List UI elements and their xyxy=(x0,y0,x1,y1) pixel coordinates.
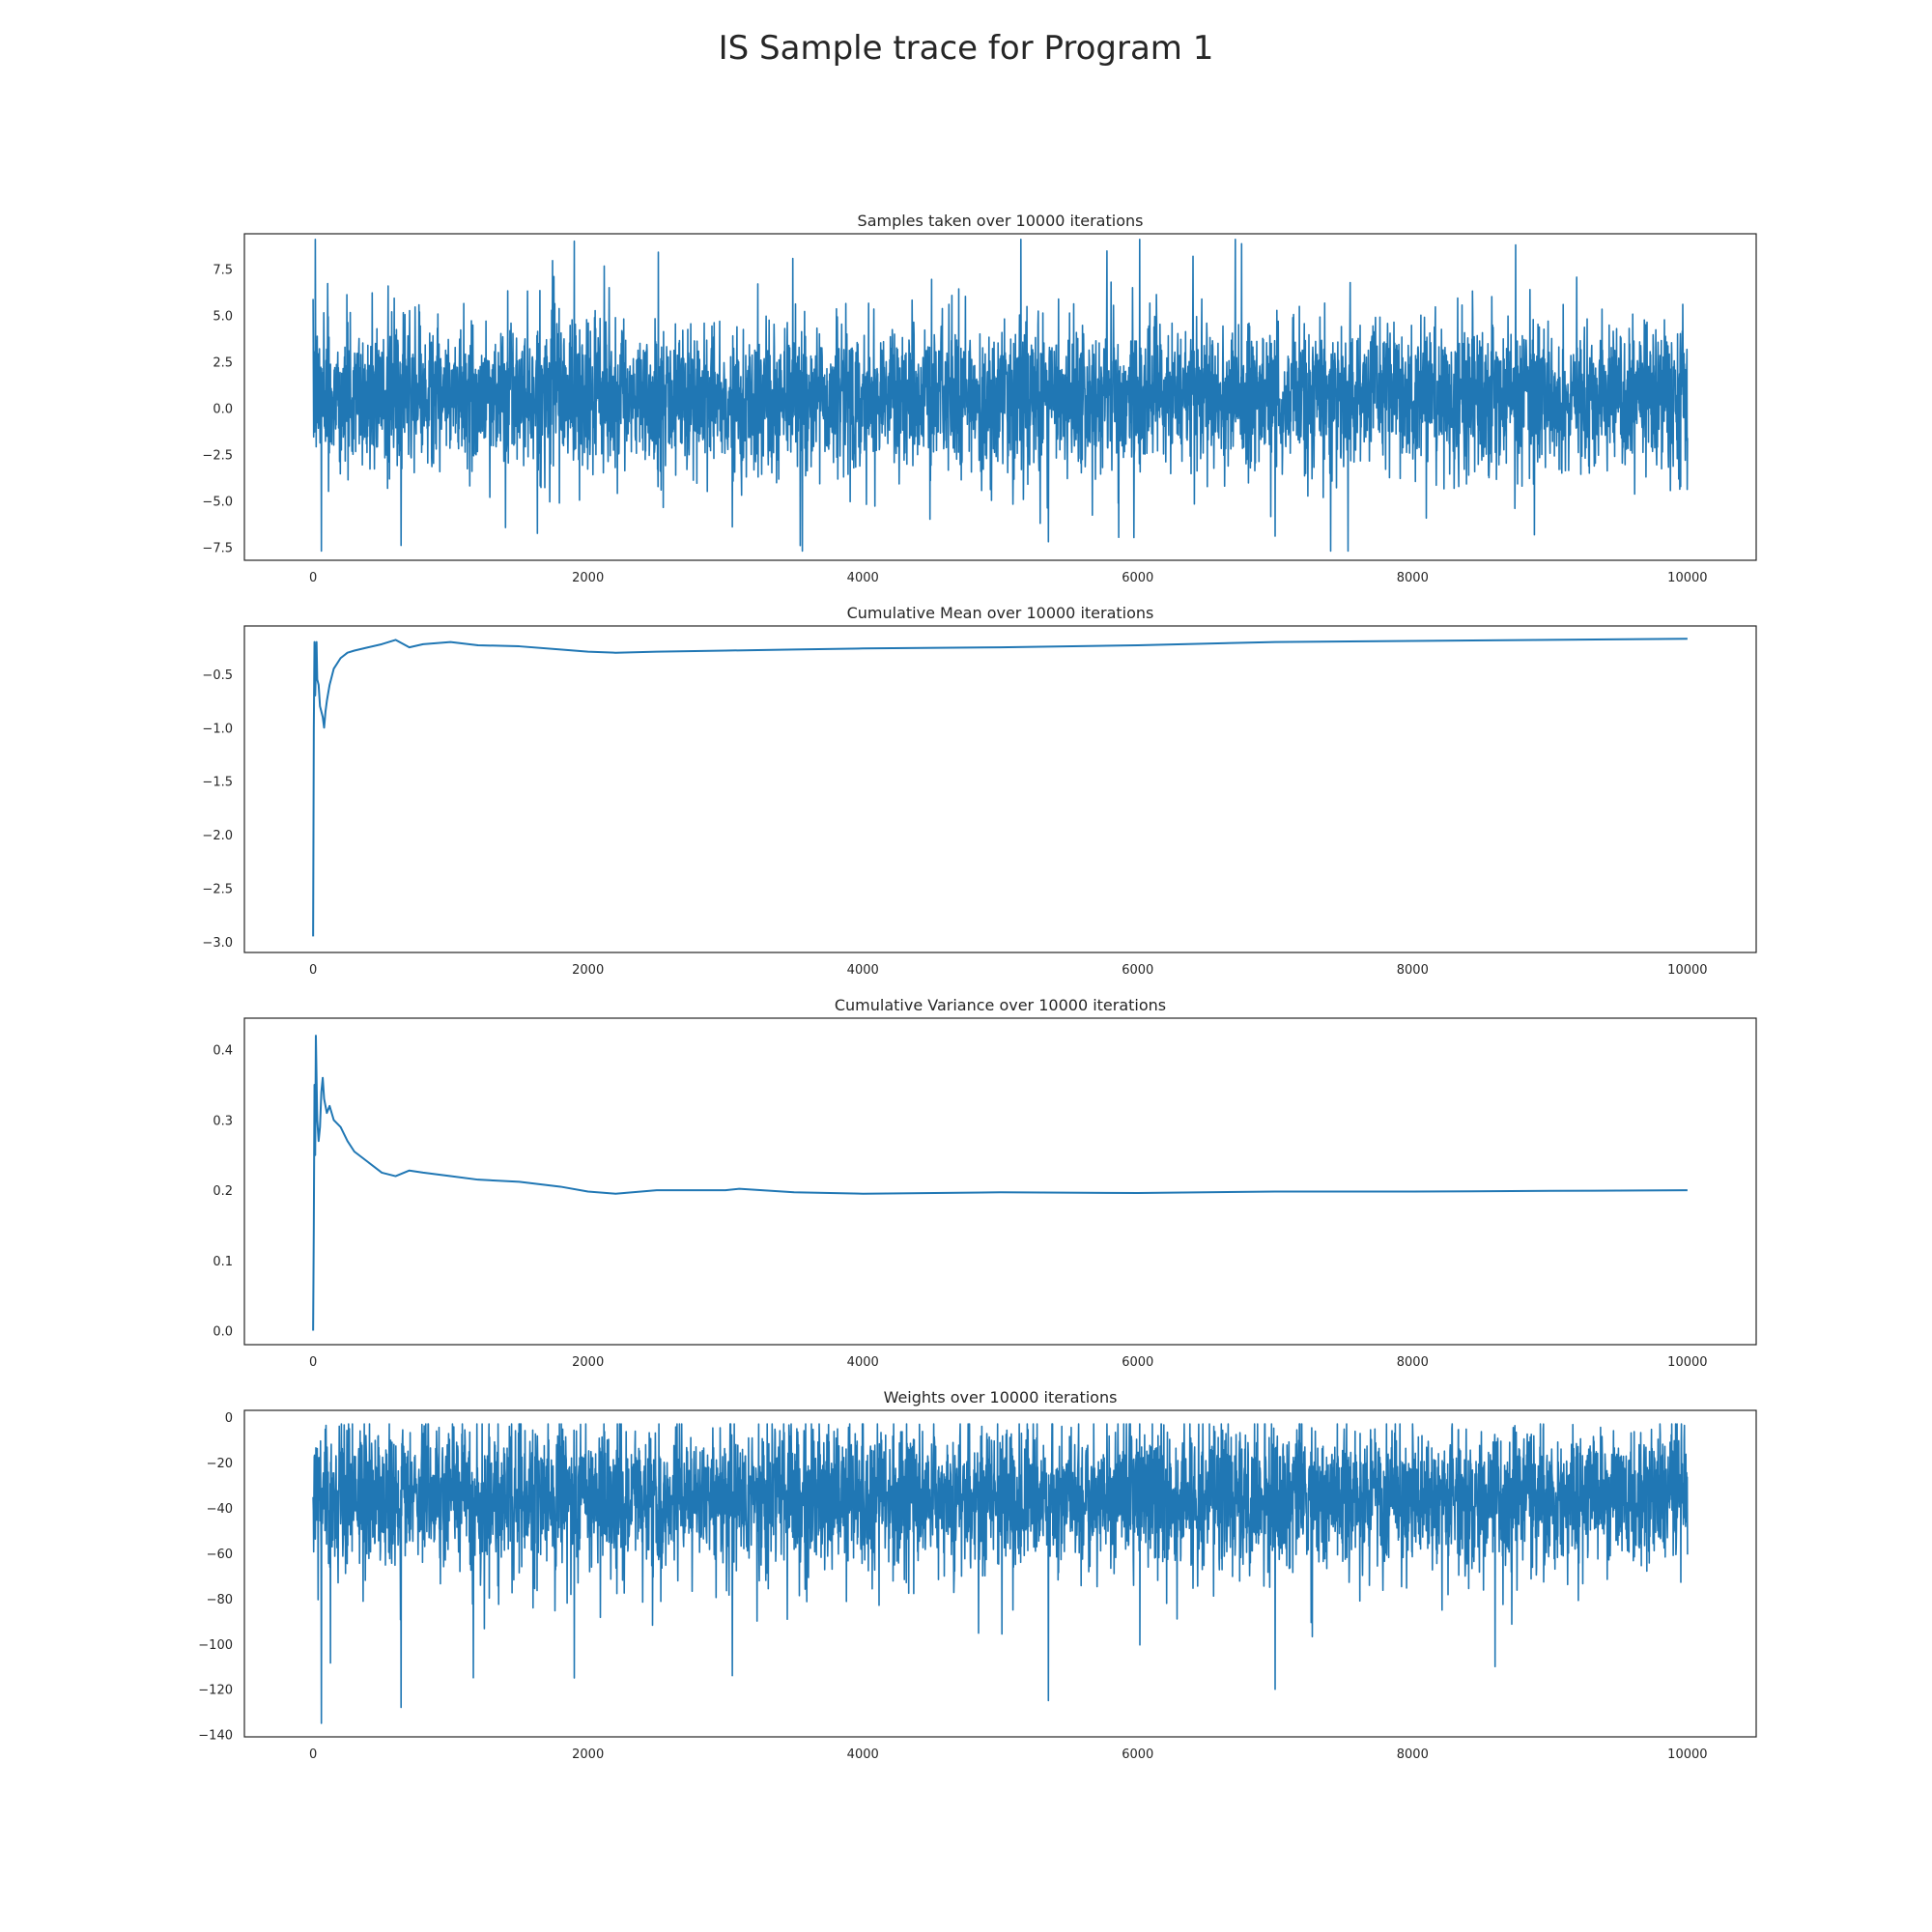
panel-title: Cumulative Mean over 10000 iterations xyxy=(847,604,1154,622)
y-tick-label: −20 xyxy=(207,1457,233,1471)
x-tick-label: 2000 xyxy=(572,571,604,585)
plot-frame xyxy=(243,1409,1757,1738)
x-tick-label: 0 xyxy=(309,1355,317,1370)
plot-frame xyxy=(243,1017,1757,1346)
figure-title: IS Sample trace for Program 1 xyxy=(718,29,1214,68)
x-tick-label: 0 xyxy=(309,963,317,978)
y-tick-label: 0.4 xyxy=(213,1044,233,1059)
panel-weights: Weights over 10000 iterations 0 2000 4000 60… xyxy=(198,1388,1757,1762)
y-tick-label: −120 xyxy=(198,1684,233,1698)
y-tick-label: −3.0 xyxy=(202,936,233,951)
y-tick-label: −0.5 xyxy=(202,668,233,683)
y-tick-label: −60 xyxy=(207,1548,233,1562)
panel-samples: Samples taken over 10000 iterations 0 2000… xyxy=(202,212,1757,585)
x-tick-label: 6000 xyxy=(1122,1355,1153,1370)
x-tick-label: 2000 xyxy=(572,1355,604,1370)
y-tick-label: −40 xyxy=(207,1502,233,1517)
x-tick-label: 4000 xyxy=(847,1747,879,1762)
x-tick-label: 8000 xyxy=(1397,963,1429,978)
x-tick-label: 6000 xyxy=(1122,963,1153,978)
y-tick-label: −1.5 xyxy=(202,776,233,790)
series-line xyxy=(312,1035,1688,1331)
y-tick-label: 0.1 xyxy=(213,1255,233,1269)
y-tick-label: 2.5 xyxy=(213,356,233,371)
x-tick-label: 8000 xyxy=(1397,1747,1429,1762)
x-tick-label: 10000 xyxy=(1667,1355,1707,1370)
x-tick-label: 6000 xyxy=(1122,571,1153,585)
y-tick-label: −140 xyxy=(198,1729,233,1744)
x-tick-label: 0 xyxy=(309,571,317,585)
plot-frame xyxy=(243,233,1757,561)
y-tick-label: 0 xyxy=(225,1411,233,1426)
panel-title: Cumulative Variance over 10000 iteration… xyxy=(835,996,1166,1014)
y-tick-label: 0.0 xyxy=(213,403,233,417)
y-tick-label: 0.3 xyxy=(213,1114,233,1128)
x-tick-label: 4000 xyxy=(847,1355,879,1370)
x-tick-label: 8000 xyxy=(1397,571,1429,585)
series-line xyxy=(312,239,1689,553)
y-tick-label: −2.0 xyxy=(202,829,233,843)
y-tick-label: −2.5 xyxy=(202,449,233,464)
x-tick-label: 4000 xyxy=(847,571,879,585)
series-line xyxy=(312,638,1688,937)
y-tick-label: −80 xyxy=(207,1593,233,1607)
y-tick-label: −7.5 xyxy=(202,542,233,556)
panel-title: Weights over 10000 iterations xyxy=(884,1388,1118,1406)
x-tick-label: 8000 xyxy=(1397,1355,1429,1370)
y-tick-label: −2.5 xyxy=(202,883,233,897)
x-tick-label: 2000 xyxy=(572,963,604,978)
y-tick-label: 7.5 xyxy=(213,263,233,277)
x-tick-label: 0 xyxy=(309,1747,317,1762)
x-tick-label: 4000 xyxy=(847,963,879,978)
y-tick-label: 0.0 xyxy=(213,1324,233,1339)
plot-frame xyxy=(243,625,1757,953)
y-tick-label: −100 xyxy=(198,1638,233,1653)
x-tick-label: 2000 xyxy=(572,1747,604,1762)
y-tick-label: 0.2 xyxy=(213,1184,233,1199)
y-tick-label: 5.0 xyxy=(213,310,233,325)
panel-cumulative-variance: Cumulative Variance over 10000 iteration… xyxy=(213,996,1757,1370)
y-tick-label: −5.0 xyxy=(202,496,233,510)
x-tick-label: 10000 xyxy=(1667,963,1707,978)
x-tick-label: 6000 xyxy=(1122,1747,1153,1762)
panel-cumulative-mean: Cumulative Mean over 10000 iterations 0 20… xyxy=(202,604,1757,978)
y-tick-label: −1.0 xyxy=(202,722,233,736)
panel-title: Samples taken over 10000 iterations xyxy=(858,212,1144,230)
x-tick-label: 10000 xyxy=(1667,571,1707,585)
series-line xyxy=(312,1423,1689,1724)
x-tick-label: 10000 xyxy=(1667,1747,1707,1762)
